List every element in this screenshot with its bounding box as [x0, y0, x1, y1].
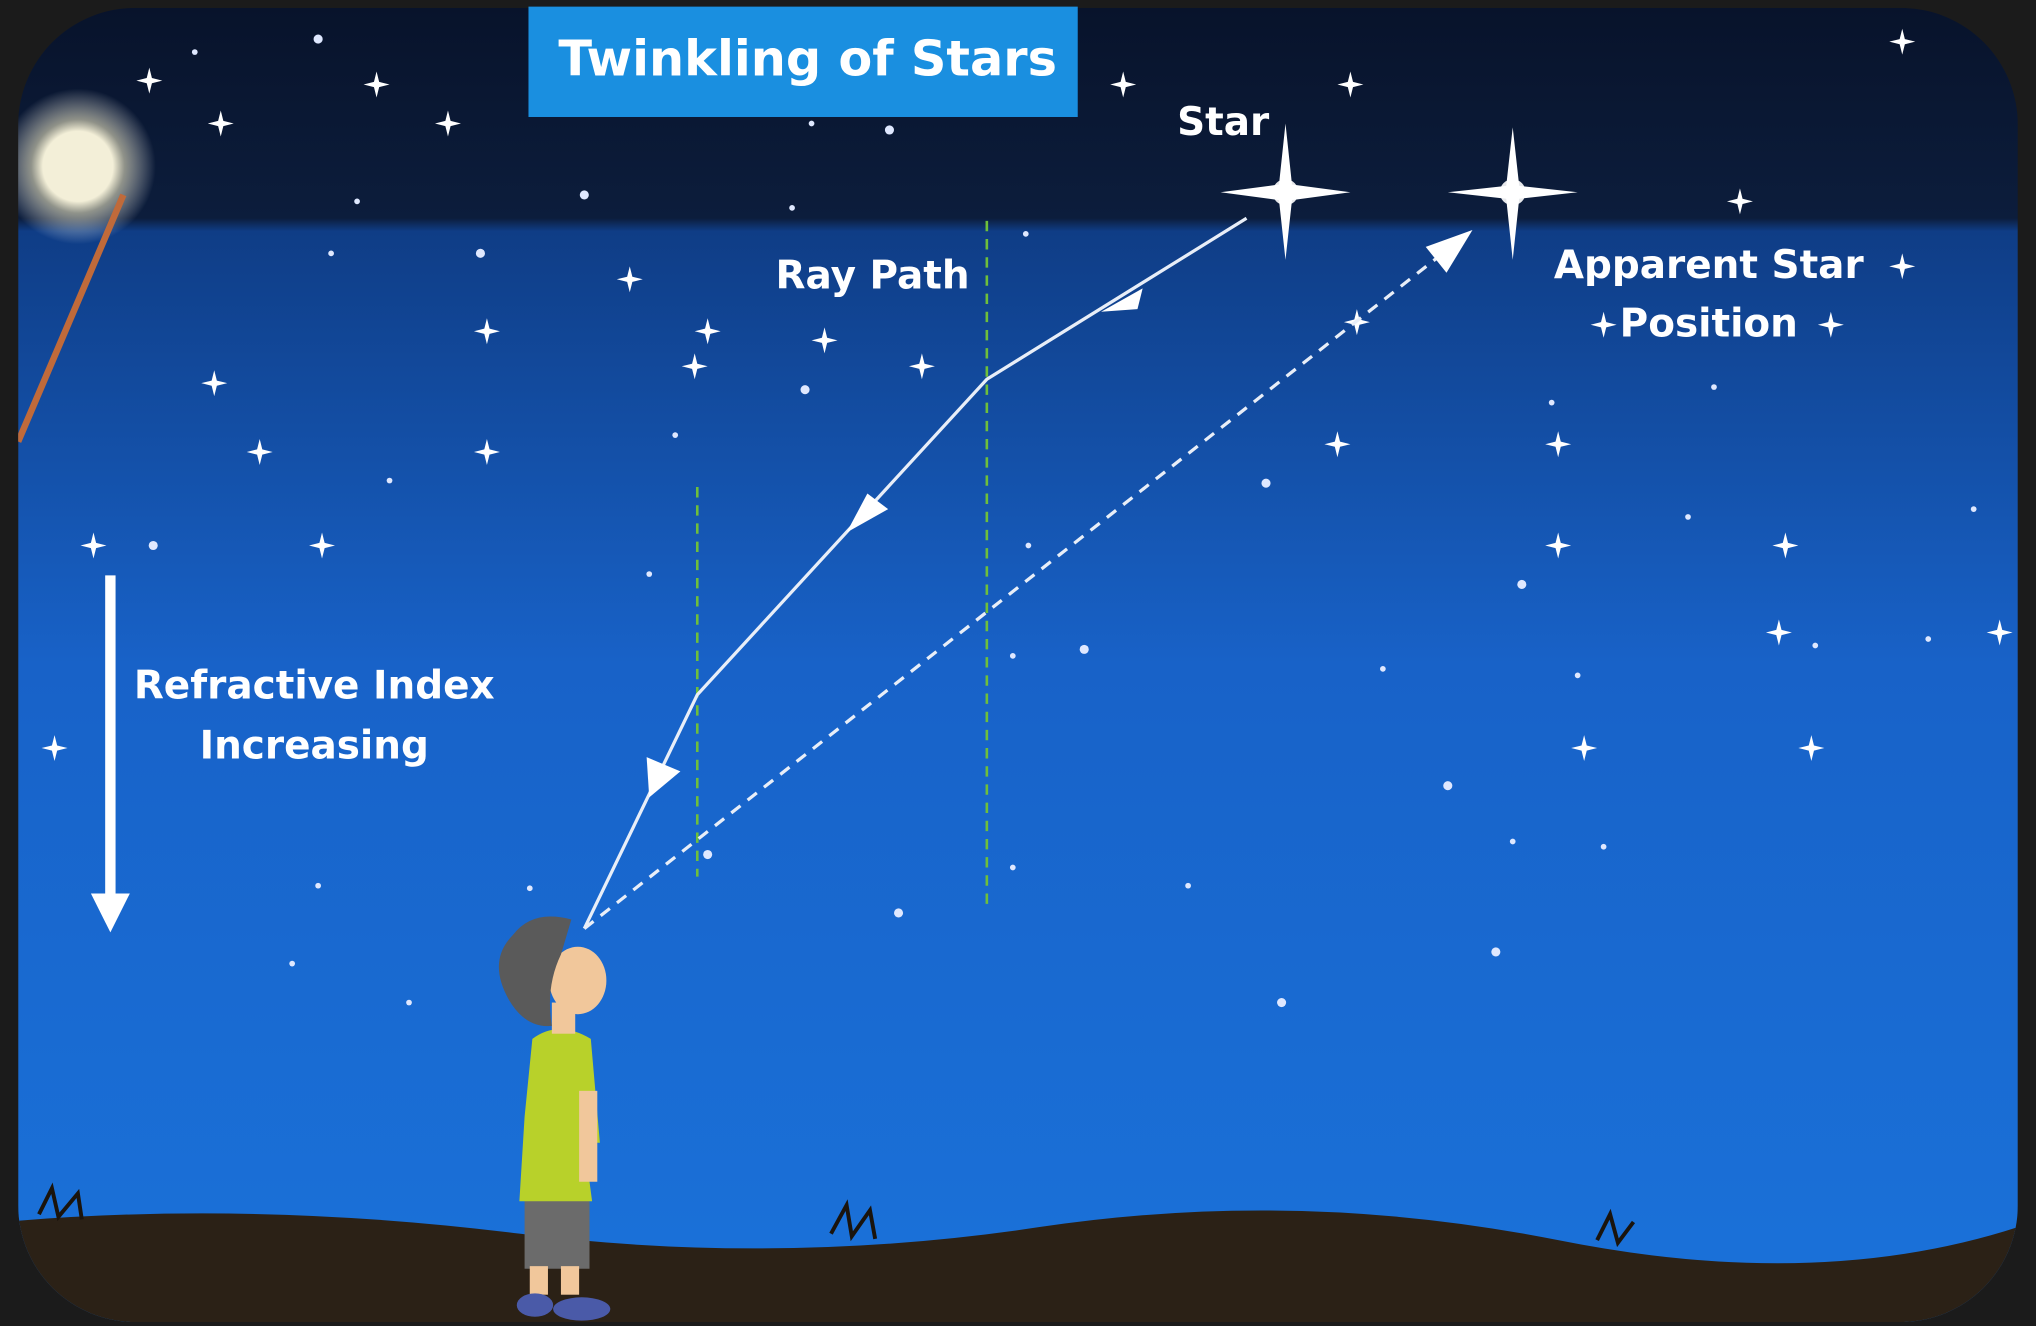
- refractive-label: Refractive Index: [134, 664, 495, 709]
- dot-star: [801, 385, 810, 394]
- dot-star: [315, 883, 321, 889]
- dot-star: [1575, 672, 1581, 678]
- dot-star: [1023, 231, 1029, 237]
- star-label: Star: [1177, 100, 1270, 145]
- dot-star: [354, 199, 360, 205]
- page: Twinkling of Stars Star Ray Path Apparen…: [0, 0, 2036, 1326]
- dot-star: [1601, 844, 1607, 850]
- dot-star: [328, 250, 334, 256]
- dot-star: [703, 850, 712, 859]
- dot-star: [289, 961, 295, 967]
- dot-star: [580, 190, 589, 199]
- dot-star: [672, 432, 678, 438]
- dot-star: [527, 885, 533, 891]
- diagram: Twinkling of Stars Star Ray Path Apparen…: [0, 0, 2036, 1326]
- dot-star: [1971, 506, 1977, 512]
- dot-star: [1925, 636, 1931, 642]
- dot-star: [1510, 839, 1516, 845]
- dot-star: [1491, 947, 1500, 956]
- apparent-label: Position: [1620, 301, 1798, 346]
- apparent-label: Apparent Star: [1554, 243, 1865, 288]
- dot-star: [646, 571, 652, 577]
- dot-star: [314, 35, 323, 44]
- dot-star: [406, 1000, 412, 1006]
- dot-star: [1812, 643, 1818, 649]
- dot-star: [1261, 479, 1270, 488]
- title: Twinkling of Stars: [558, 29, 1057, 87]
- refractive-label: Increasing: [200, 723, 429, 768]
- dot-star: [1010, 653, 1016, 659]
- dot-star: [894, 908, 903, 917]
- dot-star: [885, 125, 894, 134]
- dot-star: [149, 541, 158, 550]
- ray-path-label: Ray Path: [776, 253, 970, 298]
- dot-star: [1185, 883, 1191, 889]
- dot-star: [1010, 865, 1016, 871]
- dot-star: [1380, 666, 1386, 672]
- dot-star: [1685, 514, 1691, 520]
- dot-star: [1517, 580, 1526, 589]
- dot-star: [789, 205, 795, 211]
- dot-star: [1026, 543, 1032, 549]
- dot-star: [1277, 998, 1286, 1007]
- dot-star: [387, 478, 393, 484]
- dot-star: [192, 49, 198, 55]
- dot-star: [809, 121, 815, 127]
- dot-star: [1549, 400, 1555, 406]
- dot-star: [1080, 645, 1089, 654]
- moon: [0, 88, 156, 244]
- dot-star: [1443, 781, 1452, 790]
- dot-star: [1711, 384, 1717, 390]
- dot-star: [476, 249, 485, 258]
